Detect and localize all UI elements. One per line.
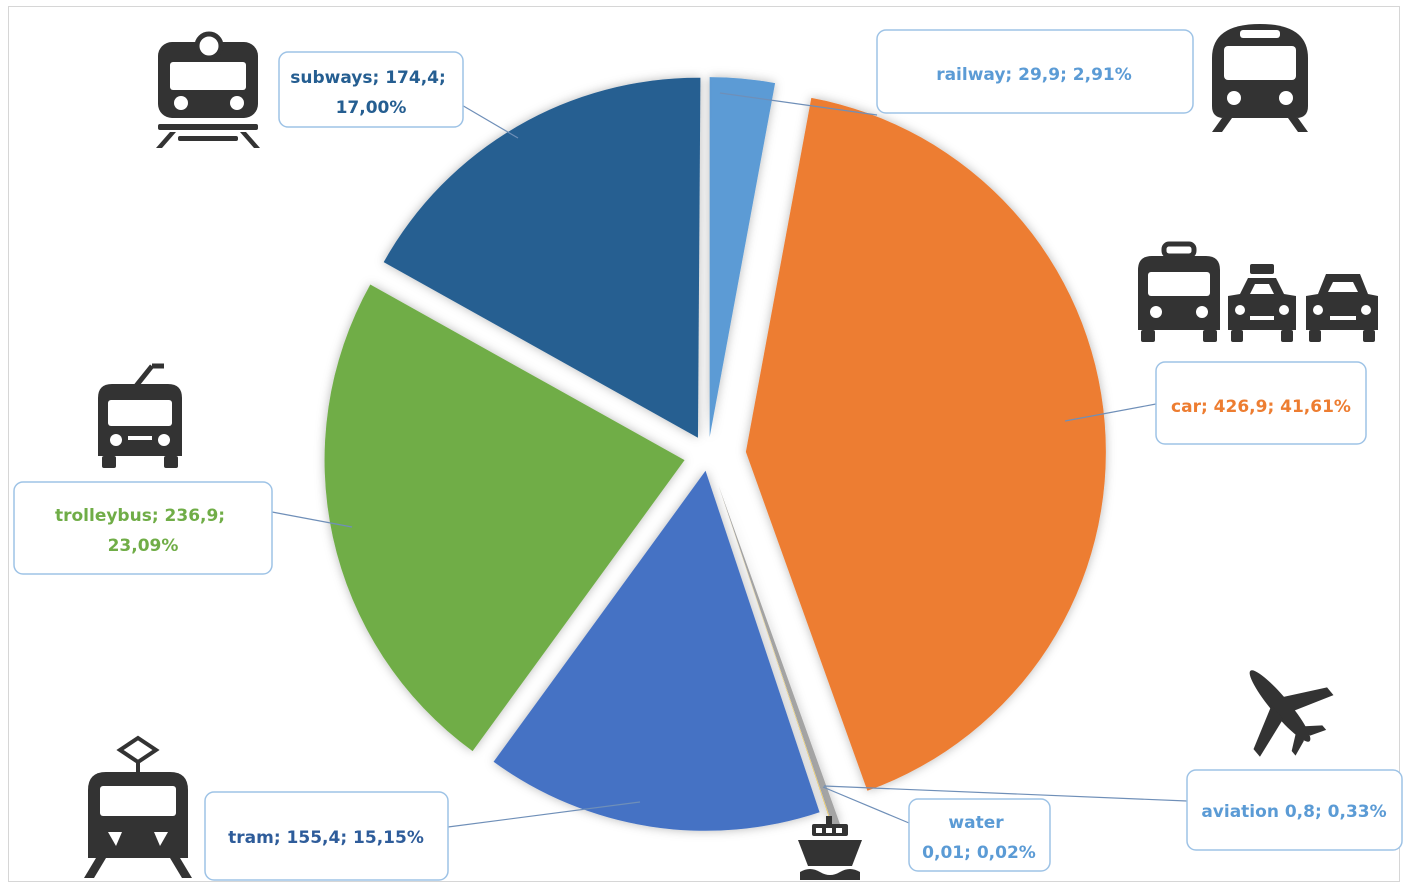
leader-lines [271, 92, 1188, 828]
leader-line-tram [447, 801, 641, 828]
trolleybus-icon [98, 363, 182, 468]
data-label-trolleybus-line2: 23,09% [108, 536, 179, 556]
data-label-water: water 0,01; 0,02% [922, 813, 1036, 863]
train-icon [1212, 24, 1308, 132]
leader-line-trolleybus [271, 511, 353, 528]
pie-slice-trolleybus [324, 284, 685, 752]
callout-trolleybus: trolleybus; 236,9; 23,09% [13, 481, 273, 575]
pie-slice-car [745, 97, 1106, 791]
data-label-trolleybus: trolleybus; 236,9; 23,09% [55, 506, 231, 556]
data-label-railway: railway; 29,9; 2,91% [936, 65, 1132, 85]
data-label-car: car; 426,9; 41,61% [1171, 397, 1351, 417]
pie-slice-aviation [718, 485, 841, 827]
data-label-trolleybus-line1: trolleybus; 236,9; [55, 506, 225, 526]
data-label-water-line2: 0,01; 0,02% [922, 843, 1036, 863]
tram-icon [84, 735, 192, 878]
data-label-subways-line2: 17,00% [336, 98, 407, 118]
callout-railway: railway; 29,9; 2,91% [876, 29, 1194, 114]
data-label-subways-line1: subways; 174,4; [290, 68, 446, 88]
leader-line-aviation [823, 785, 1188, 802]
data-label-tram: tram; 155,4; 15,15% [228, 828, 424, 848]
leader-line-subways [459, 103, 519, 139]
leader-line-car [1064, 403, 1157, 422]
callout-aviation: aviation 0,8; 0,33% [1186, 769, 1403, 851]
data-label-aviation: aviation 0,8; 0,33% [1201, 802, 1386, 822]
pie-slice-tram [493, 470, 820, 831]
callout-tram: tram; 155,4; 15,15% [204, 791, 449, 881]
leader-line-railway [719, 92, 878, 116]
ship-icon [798, 816, 862, 880]
pie-slices [324, 77, 1106, 831]
callout-subways: subways; 174,4; 17,00% [278, 51, 464, 128]
pie-slice-water [718, 485, 833, 827]
data-label-water-line1: water [948, 813, 1004, 833]
pie-slice-railway [709, 77, 776, 438]
airplane-icon [1249, 670, 1334, 757]
car-bus-taxi-icon [1138, 241, 1378, 342]
pie-slice-subways [383, 77, 701, 438]
callout-car: car; 426,9; 41,61% [1155, 361, 1367, 445]
data-label-subways: subways; 174,4; 17,00% [290, 68, 451, 118]
leader-line-water [822, 786, 910, 824]
subway-icon [156, 31, 260, 148]
callout-water: water 0,01; 0,02% [908, 798, 1051, 872]
